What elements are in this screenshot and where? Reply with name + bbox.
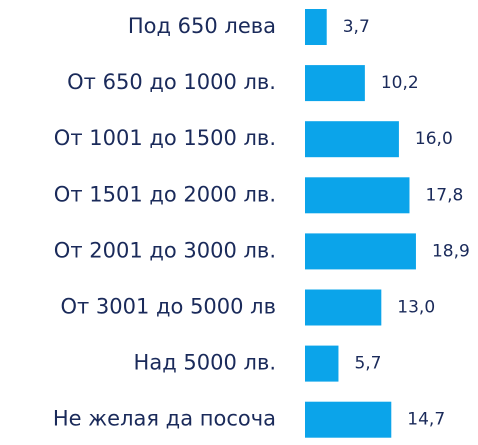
category-label: От 1501 до 2000 лв.	[54, 182, 276, 206]
category-label: От 650 до 1000 лв.	[67, 70, 276, 94]
bar	[305, 65, 365, 102]
category-label: Над 5000 лв.	[134, 351, 276, 375]
value-label: 14,7	[407, 410, 445, 430]
value-label: 13,0	[397, 298, 435, 318]
category-label: От 1001 до 1500 лв.	[54, 126, 276, 150]
value-label: 18,9	[432, 241, 470, 261]
value-label: 16,0	[415, 129, 453, 149]
value-label: 10,2	[381, 73, 419, 93]
value-label: 5,7	[354, 354, 381, 374]
bar	[305, 233, 416, 270]
bar	[305, 345, 339, 382]
bar	[305, 289, 382, 326]
bar	[305, 401, 392, 438]
bar	[305, 121, 399, 158]
category-label: Не желая да посоча	[53, 407, 276, 431]
category-label: От 2001 до 3000 лв.	[54, 238, 276, 262]
category-label: Под 650 лева	[128, 14, 276, 38]
value-label: 3,7	[343, 17, 370, 37]
bar	[305, 9, 327, 45]
category-label: От 3001 до 5000 лв	[60, 295, 276, 319]
value-label: 17,8	[425, 185, 463, 205]
bar	[305, 177, 410, 214]
